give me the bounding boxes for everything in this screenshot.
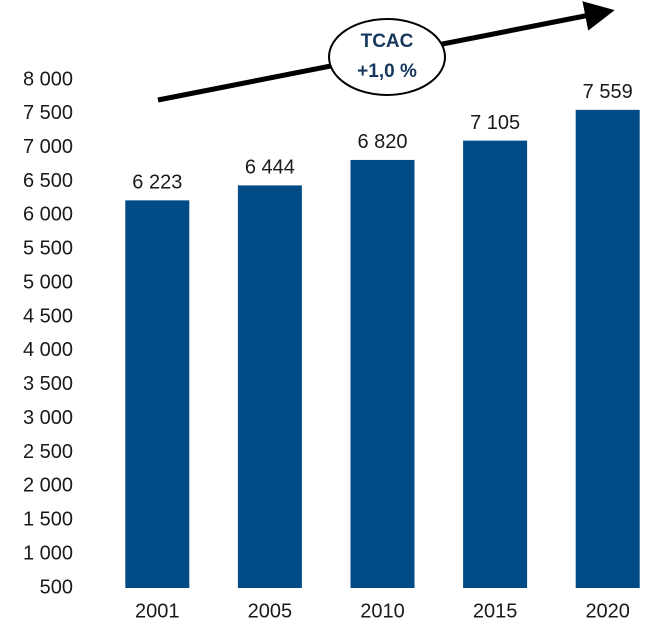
- bar: [575, 109, 640, 589]
- y-tick-label: 500: [40, 576, 73, 598]
- bar: [463, 140, 528, 588]
- bar: [237, 185, 302, 588]
- data-label: 7 559: [583, 81, 633, 103]
- y-tick-label: 5 000: [23, 271, 73, 293]
- bar: [350, 159, 415, 588]
- x-tick-label: 2005: [248, 600, 293, 622]
- y-tick-label: 2 000: [23, 475, 73, 497]
- data-label: 6 820: [357, 131, 407, 153]
- y-tick-label: 3 500: [23, 373, 73, 395]
- y-tick-label: 7 000: [23, 136, 73, 158]
- x-tick-label: 2010: [360, 600, 405, 622]
- y-tick-label: 8 000: [23, 68, 73, 90]
- y-tick-label: 3 000: [23, 407, 73, 429]
- y-tick-label: 6 500: [23, 170, 73, 192]
- y-tick-label: 7 500: [23, 102, 73, 124]
- y-tick-label: 4 000: [23, 339, 73, 361]
- y-tick-label: 1 500: [23, 509, 73, 531]
- y-tick-label: 2 500: [23, 441, 73, 463]
- data-label: 6 444: [245, 157, 295, 179]
- y-tick-label: 5 500: [23, 238, 73, 260]
- data-label: 7 105: [470, 112, 520, 134]
- annotation-bubble: [328, 18, 446, 96]
- data-label: 6 223: [132, 172, 182, 194]
- y-tick-label: 1 000: [23, 542, 73, 564]
- x-tick-label: 2020: [585, 600, 630, 622]
- annotation-line: TCAC: [361, 31, 414, 52]
- y-tick-label: 4 500: [23, 305, 73, 327]
- y-tick-label: 6 000: [23, 204, 73, 226]
- x-tick-label: 2001: [135, 600, 180, 622]
- x-tick-label: 2015: [473, 600, 518, 622]
- bar: [125, 200, 190, 589]
- annotation-line: +1,0 %: [357, 61, 417, 82]
